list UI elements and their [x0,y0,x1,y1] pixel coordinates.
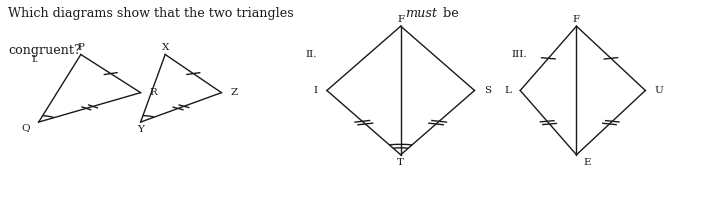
Text: T: T [397,158,404,167]
Text: Q: Q [21,123,30,133]
Text: Y: Y [137,125,144,134]
Text: Which diagrams show that the two triangles: Which diagrams show that the two triangl… [8,7,298,20]
Text: E: E [583,158,591,167]
Text: F: F [573,15,580,24]
Text: X: X [162,43,169,52]
Text: must: must [405,7,437,20]
Text: L: L [504,86,511,95]
Text: III.: III. [512,50,527,59]
Text: P: P [77,43,84,52]
Text: congruent?: congruent? [8,44,82,57]
Text: I.: I. [32,54,39,63]
Text: S: S [484,86,491,95]
Text: U: U [654,86,663,95]
Text: R: R [150,88,157,97]
Text: be: be [439,7,458,20]
Text: I: I [314,86,318,95]
Text: Z: Z [231,88,238,97]
Text: II.: II. [306,50,317,59]
Text: F: F [397,15,404,24]
